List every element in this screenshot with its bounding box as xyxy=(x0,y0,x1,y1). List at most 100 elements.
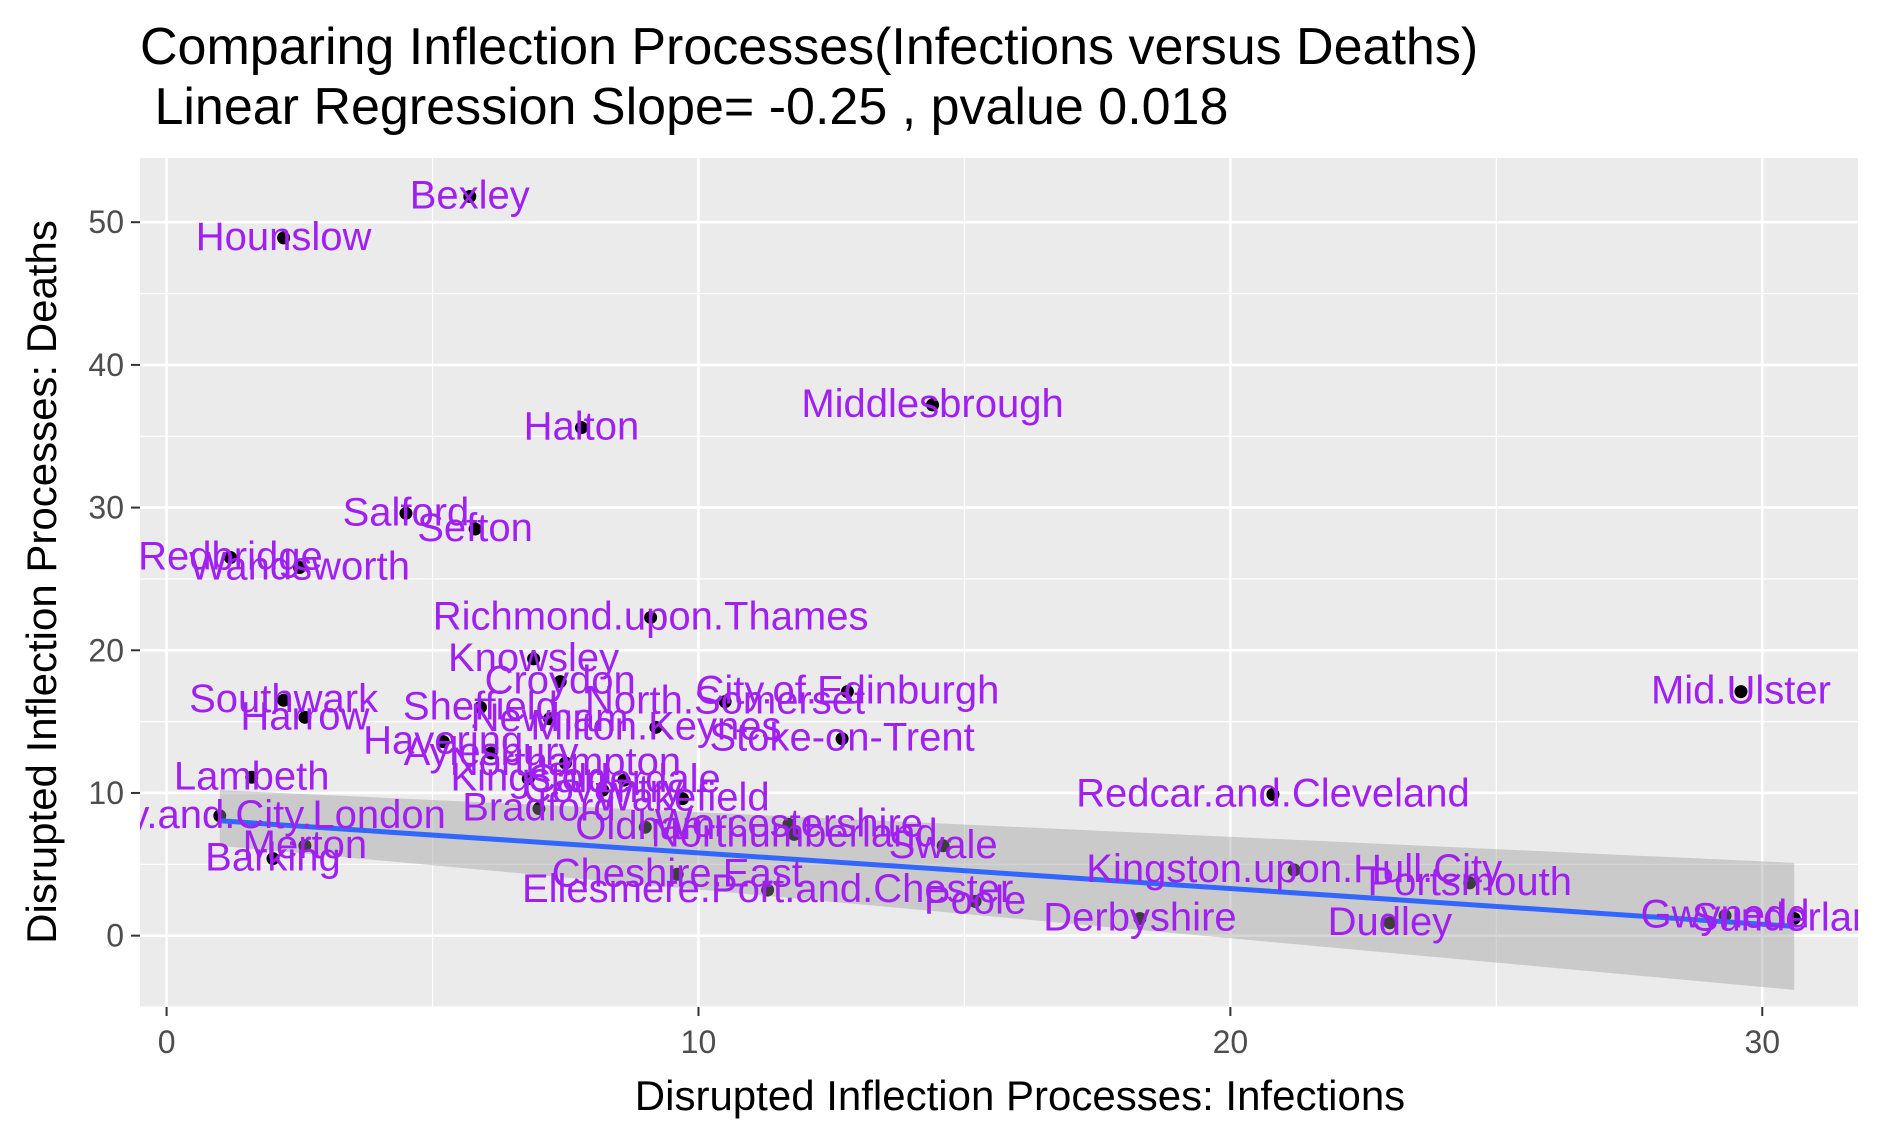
point-label: Salford xyxy=(343,490,470,534)
point-label: City.of.Edinburgh xyxy=(695,669,999,713)
data-point xyxy=(638,820,652,834)
data-point xyxy=(293,561,307,575)
data-point xyxy=(277,693,291,707)
data-point xyxy=(1787,912,1801,926)
chart-subtitle: Linear Regression Slope= -0.25 , pvalue … xyxy=(140,78,1229,136)
data-point xyxy=(596,783,610,797)
point-label: Portsmouth xyxy=(1367,860,1572,904)
data-point xyxy=(277,231,291,245)
data-point xyxy=(1287,863,1301,877)
point-label: Northampton xyxy=(450,740,681,784)
data-point xyxy=(1383,916,1397,930)
point-label: Aylesbury xyxy=(404,730,579,774)
data-point xyxy=(399,506,413,520)
x-tick-label: 0 xyxy=(158,1024,176,1060)
point-label: North.Somerset xyxy=(585,679,865,723)
data-point xyxy=(298,839,312,853)
x-tick-label: 30 xyxy=(1744,1024,1780,1060)
point-label: Sheffield xyxy=(403,684,558,728)
point-label: Hounslow xyxy=(196,215,372,259)
data-layer: Bexley Hounslow Middlesbrough Halton Salford… xyxy=(0,174,1897,990)
point-label: Havering xyxy=(363,719,523,763)
data-point xyxy=(223,551,237,565)
point-label: Oldham xyxy=(575,804,715,848)
data-point xyxy=(298,710,312,724)
data-point xyxy=(543,712,557,726)
point-label: Harrow xyxy=(240,694,369,738)
x-axis-title: Disrupted Inflection Processes: Infectio… xyxy=(634,1072,1406,1119)
data-point xyxy=(245,770,259,784)
y-axis-title: Disrupted Inflection Processes: Deaths xyxy=(18,220,65,944)
point-label: Middlesbrough xyxy=(801,382,1063,426)
point-label: Calderdale xyxy=(527,757,720,801)
point-label: Northumberland xyxy=(651,811,938,855)
point-label: Mid.Ulster xyxy=(1651,669,1831,713)
point-label: Cheshire.East xyxy=(552,851,803,895)
point-label: Sefton xyxy=(417,506,533,550)
y-tick-label: 50 xyxy=(88,204,124,240)
data-point xyxy=(559,756,573,770)
point-label: Kingston xyxy=(450,756,606,800)
data-point xyxy=(926,398,940,412)
data-point xyxy=(553,675,567,689)
data-point xyxy=(1718,909,1732,923)
point-label: Merton xyxy=(243,823,368,867)
data-point xyxy=(787,827,801,841)
confidence-band xyxy=(219,790,1795,990)
point-label: Wandsworth xyxy=(189,545,410,589)
data-point xyxy=(761,883,775,897)
point-label: Bexley xyxy=(410,174,530,218)
point-label: Knowsley xyxy=(448,636,619,680)
point-label: Bradford xyxy=(462,786,615,830)
point-label: Hackney.and.City.London xyxy=(0,793,446,837)
point-label: Gwynedd xyxy=(1641,893,1810,937)
data-point xyxy=(484,746,498,760)
point-label: Swale xyxy=(889,823,998,867)
point-label: Richmond.upon.Thames xyxy=(433,594,869,638)
data-point xyxy=(468,522,482,536)
point-label: Stoke-on-Trent xyxy=(709,716,974,760)
x-tick-label: 10 xyxy=(681,1024,717,1060)
data-point xyxy=(1266,787,1280,801)
data-point xyxy=(1133,912,1147,926)
point-label: Poole xyxy=(924,878,1026,922)
data-point xyxy=(718,695,732,709)
data-point xyxy=(527,652,541,666)
data-point xyxy=(463,190,477,204)
data-point xyxy=(574,421,588,435)
data-point xyxy=(617,773,631,787)
point-label: Croydon xyxy=(485,659,636,703)
y-tick-label: 20 xyxy=(88,632,124,668)
point-label: Ellesmere.Port.and.Chester xyxy=(522,867,1013,911)
data-point xyxy=(473,700,487,714)
data-point xyxy=(436,735,450,749)
point-label: Coventry xyxy=(523,767,683,811)
point-label: Sunderland xyxy=(1692,896,1897,940)
point-label: Wakefield xyxy=(595,776,769,820)
x-tick-label: 20 xyxy=(1213,1024,1249,1060)
point-label: Worcestershire xyxy=(655,801,923,845)
y-tick-label: 10 xyxy=(88,775,124,811)
data-point xyxy=(649,720,663,734)
data-point xyxy=(670,867,684,881)
point-label: Derbyshire xyxy=(1043,896,1236,940)
data-point xyxy=(644,610,658,624)
y-tick-label: 40 xyxy=(88,347,124,383)
data-point xyxy=(1463,876,1477,890)
point-label: Dudley xyxy=(1328,900,1453,944)
data-point xyxy=(835,732,849,746)
data-point xyxy=(968,894,982,908)
point-label: Lambeth xyxy=(174,754,330,798)
point-label: Redbridge xyxy=(138,535,323,579)
data-point xyxy=(1734,685,1748,699)
point-label: Southwark xyxy=(189,677,379,721)
point-label: Milton.Keynes xyxy=(530,704,781,748)
point-label: Newham xyxy=(471,696,629,740)
plot-panel xyxy=(140,158,1858,1007)
chart-title: Comparing Inflection Processes(Infection… xyxy=(140,18,1479,76)
data-point xyxy=(676,792,690,806)
point-label: Halton xyxy=(524,405,640,449)
data-point xyxy=(840,685,854,699)
